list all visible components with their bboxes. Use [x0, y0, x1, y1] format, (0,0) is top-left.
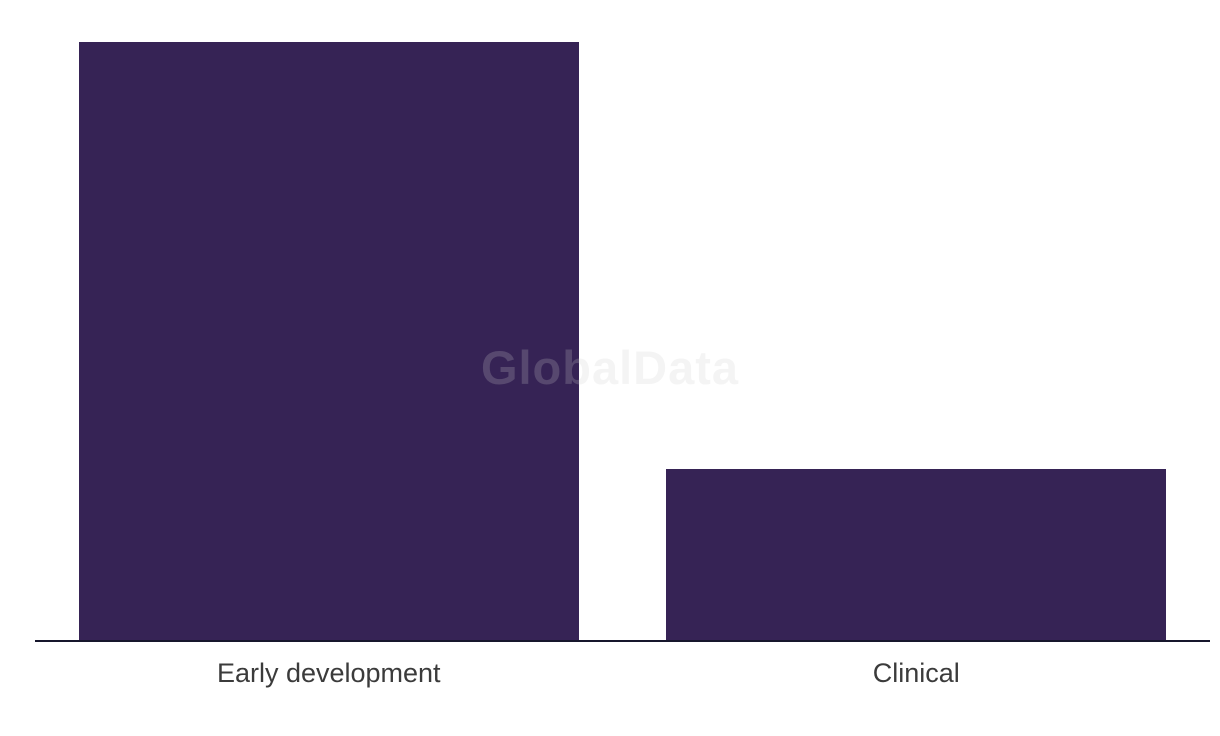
x-axis-label-clinical: Clinical — [872, 658, 960, 688]
bar-clinical[interactable] — [666, 469, 1167, 640]
category-slot-early-development — [35, 42, 623, 640]
x-axis-labels: Early development Clinical — [35, 656, 1210, 690]
plot-area — [35, 42, 1210, 640]
x-axis-line — [35, 640, 1210, 642]
bar-early-development[interactable] — [78, 42, 579, 640]
x-axis-label-early-development: Early development — [216, 658, 441, 688]
category-slot-clinical — [623, 42, 1211, 640]
